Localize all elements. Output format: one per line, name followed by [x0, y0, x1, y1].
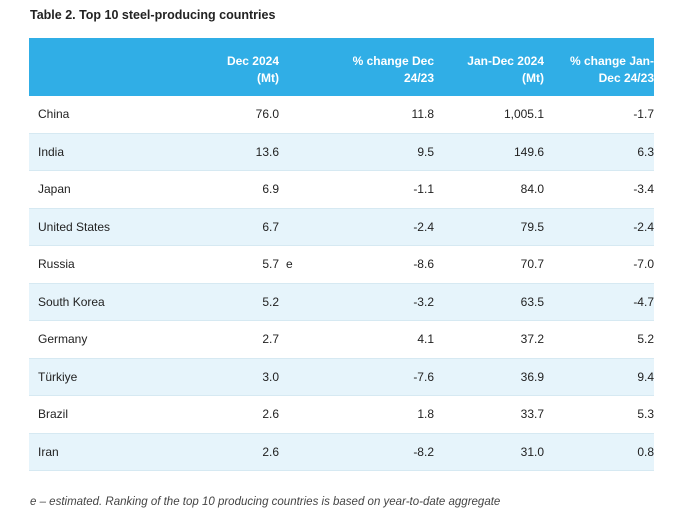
cell-jan-dec: 1,005.1 — [503, 107, 544, 122]
cell-pct-dec: -2.4 — [413, 219, 434, 234]
table-row: Iran 2.6 -8.2 31.0 0.8 — [29, 433, 654, 471]
steel-table: Dec 2024 (Mt) % change Dec 24/23 Jan-Dec… — [29, 38, 654, 471]
cell-jan-dec: 36.9 — [520, 369, 544, 384]
cell-pct-dec: -3.2 — [413, 294, 434, 309]
cell-dec2024: 6.7 — [262, 219, 279, 234]
cell-country: Türkiye — [38, 369, 78, 384]
table-row: Türkiye 3.0 -7.6 36.9 9.4 — [29, 358, 654, 396]
cell-pct-jan-dec: -3.4 — [633, 182, 654, 197]
cell-pct-jan-dec: -1.7 — [633, 107, 654, 122]
table-body: China 76.0 11.8 1,005.1 -1.7 India 13.6 9.5 149.… — [29, 96, 654, 471]
header-country — [29, 38, 179, 96]
table-row: Germany 2.7 4.1 37.2 5.2 — [29, 321, 654, 359]
cell-dec2024: 6.9 — [262, 182, 279, 197]
header-pct-dec: % change Dec 24/23 — [352, 54, 434, 85]
header-flag — [279, 38, 314, 96]
table-row: Brazil 2.6 1.8 33.7 5.3 — [29, 396, 654, 434]
cell-jan-dec: 79.5 — [520, 219, 544, 234]
cell-pct-jan-dec: 5.3 — [637, 407, 654, 422]
cell-dec2024: 76.0 — [255, 107, 279, 122]
cell-country: Russia — [38, 257, 75, 272]
cell-pct-dec: 1.8 — [417, 407, 434, 422]
cell-country: Iran — [38, 444, 59, 459]
cell-country: Japan — [38, 182, 71, 197]
cell-dec2024: 5.2 — [262, 294, 279, 309]
cell-country: Germany — [38, 332, 88, 347]
table-row: Russia 5.7 e -8.6 70.7 -7.0 — [29, 246, 654, 284]
cell-pct-jan-dec: 9.4 — [637, 369, 654, 384]
cell-pct-jan-dec: -4.7 — [633, 294, 654, 309]
cell-country: India — [38, 144, 65, 159]
table-title: Table 2. Top 10 steel-producing countrie… — [30, 8, 276, 22]
header-pct-jan-dec: % change Jan- Dec 24/23 — [569, 54, 654, 85]
cell-pct-jan-dec: 5.2 — [637, 332, 654, 347]
header-dec2024: Dec 2024 (Mt) — [226, 54, 279, 85]
cell-dec2024: 5.7 — [262, 257, 279, 272]
cell-pct-dec: 11.8 — [411, 107, 434, 122]
cell-pct-jan-dec: -7.0 — [633, 257, 654, 272]
table-row: United States 6.7 -2.4 79.5 -2.4 — [29, 208, 654, 246]
cell-pct-dec: -1.1 — [413, 182, 434, 197]
table-row: India 13.6 9.5 149.6 6.3 — [29, 133, 654, 171]
cell-pct-jan-dec: 0.8 — [637, 444, 654, 459]
table-header: Dec 2024 (Mt) % change Dec 24/23 Jan-Dec… — [29, 38, 654, 96]
cell-jan-dec: 37.2 — [520, 332, 544, 347]
cell-country: Brazil — [38, 407, 69, 422]
cell-jan-dec: 149.6 — [513, 144, 544, 159]
cell-pct-jan-dec: 6.3 — [637, 144, 654, 159]
cell-jan-dec: 33.7 — [520, 407, 544, 422]
cell-flag: e — [286, 257, 293, 272]
cell-country: China — [38, 107, 70, 122]
cell-country: United States — [38, 219, 111, 234]
cell-jan-dec: 70.7 — [520, 257, 544, 272]
cell-jan-dec: 84.0 — [520, 182, 544, 197]
cell-pct-dec: -7.6 — [413, 369, 434, 384]
cell-pct-dec: 4.1 — [417, 332, 434, 347]
table-row: China 76.0 11.8 1,005.1 -1.7 — [29, 96, 654, 134]
cell-dec2024: 3.0 — [262, 369, 279, 384]
cell-jan-dec: 31.0 — [520, 444, 544, 459]
cell-pct-dec: -8.2 — [413, 444, 434, 459]
cell-dec2024: 2.7 — [262, 332, 279, 347]
cell-pct-dec: 9.5 — [417, 144, 434, 159]
cell-dec2024: 2.6 — [262, 444, 279, 459]
header-jan-dec: Jan-Dec 2024 (Mt) — [467, 54, 544, 85]
cell-pct-jan-dec: -2.4 — [633, 219, 654, 234]
cell-jan-dec: 63.5 — [520, 294, 544, 309]
table-row: Japan 6.9 -1.1 84.0 -3.4 — [29, 171, 654, 209]
table-row: South Korea 5.2 -3.2 63.5 -4.7 — [29, 283, 654, 321]
cell-country: South Korea — [38, 294, 105, 309]
cell-dec2024: 13.6 — [255, 144, 279, 159]
footnote: e – estimated. Ranking of the top 10 pro… — [30, 496, 501, 508]
cell-dec2024: 2.6 — [262, 407, 279, 422]
cell-pct-dec: -8.6 — [413, 257, 434, 272]
